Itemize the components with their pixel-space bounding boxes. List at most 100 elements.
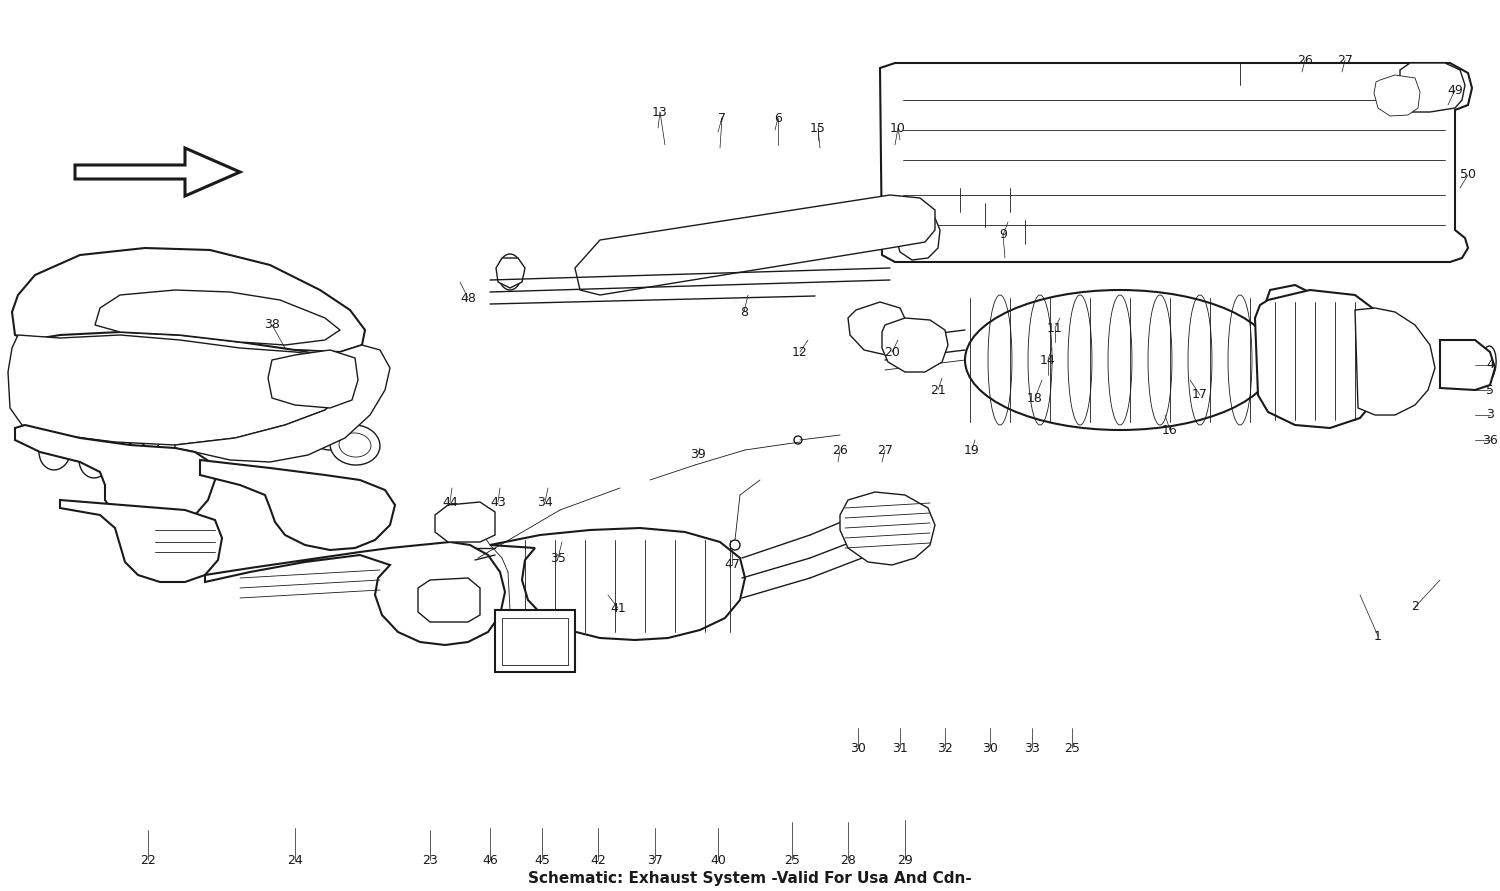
Polygon shape (495, 610, 574, 672)
Text: 23: 23 (422, 854, 438, 867)
Text: 18: 18 (1028, 391, 1042, 405)
Ellipse shape (132, 356, 188, 400)
Text: 39: 39 (690, 448, 706, 462)
Polygon shape (490, 528, 746, 640)
Ellipse shape (274, 400, 326, 440)
Text: 6: 6 (774, 111, 782, 125)
Ellipse shape (118, 442, 152, 482)
Text: 46: 46 (482, 854, 498, 867)
Text: 11: 11 (1047, 322, 1064, 334)
Ellipse shape (42, 366, 78, 394)
Text: 44: 44 (442, 495, 458, 509)
Text: 27: 27 (1336, 53, 1353, 67)
Polygon shape (847, 302, 908, 355)
Polygon shape (206, 542, 506, 645)
Ellipse shape (1480, 346, 1496, 382)
Ellipse shape (330, 425, 380, 465)
Ellipse shape (182, 358, 238, 402)
Polygon shape (503, 618, 568, 665)
Polygon shape (8, 335, 356, 445)
Text: 30: 30 (982, 741, 998, 755)
Text: 16: 16 (1162, 423, 1178, 437)
Text: 2: 2 (1412, 601, 1419, 614)
Polygon shape (896, 215, 940, 260)
Text: 40: 40 (710, 854, 726, 867)
Polygon shape (1264, 285, 1318, 408)
Polygon shape (1256, 290, 1378, 428)
Polygon shape (880, 63, 1472, 262)
Text: 25: 25 (784, 854, 800, 867)
Text: 50: 50 (1460, 168, 1476, 182)
Text: 38: 38 (264, 318, 280, 331)
Polygon shape (882, 318, 948, 372)
Polygon shape (496, 258, 525, 288)
Polygon shape (1374, 75, 1420, 116)
Text: 49: 49 (1448, 84, 1462, 96)
Polygon shape (15, 425, 214, 528)
Text: 26: 26 (1298, 53, 1312, 67)
Text: 8: 8 (740, 306, 748, 318)
Ellipse shape (498, 254, 522, 290)
Ellipse shape (32, 358, 88, 402)
Text: 34: 34 (537, 495, 554, 509)
Text: 36: 36 (1482, 434, 1498, 446)
Text: 29: 29 (897, 854, 914, 867)
Text: 37: 37 (646, 854, 663, 867)
Text: 27: 27 (878, 444, 892, 456)
Text: 12: 12 (792, 346, 808, 358)
Text: 31: 31 (892, 741, 908, 755)
Text: 26: 26 (833, 444, 848, 456)
Ellipse shape (236, 395, 285, 435)
Ellipse shape (80, 438, 111, 478)
Text: 13: 13 (652, 105, 668, 119)
Ellipse shape (39, 430, 70, 470)
Polygon shape (60, 500, 222, 582)
Text: 19: 19 (964, 444, 980, 456)
Text: 30: 30 (850, 741, 865, 755)
Ellipse shape (284, 408, 316, 432)
Polygon shape (75, 148, 240, 196)
Text: 33: 33 (1024, 741, 1039, 755)
Text: 17: 17 (1192, 388, 1208, 402)
Polygon shape (12, 248, 364, 352)
Polygon shape (1440, 340, 1496, 390)
Polygon shape (574, 195, 934, 295)
Polygon shape (435, 502, 495, 542)
Text: 3: 3 (1486, 408, 1494, 421)
Text: 24: 24 (286, 854, 303, 867)
Text: 47: 47 (724, 559, 740, 571)
Text: 4: 4 (1486, 358, 1494, 372)
Text: 41: 41 (610, 601, 626, 615)
Text: 42: 42 (590, 854, 606, 867)
Ellipse shape (142, 364, 178, 392)
Text: 35: 35 (550, 552, 566, 565)
Circle shape (1236, 86, 1244, 94)
Ellipse shape (964, 290, 1275, 430)
Text: 9: 9 (999, 228, 1006, 241)
Text: 5: 5 (1486, 383, 1494, 396)
Text: 14: 14 (1040, 354, 1056, 366)
Text: 21: 21 (930, 383, 946, 396)
Text: 20: 20 (884, 346, 900, 358)
Ellipse shape (339, 433, 370, 457)
Ellipse shape (154, 438, 186, 478)
Polygon shape (200, 460, 394, 550)
Text: 45: 45 (534, 854, 550, 867)
Polygon shape (268, 350, 358, 408)
Ellipse shape (82, 356, 138, 400)
Text: 10: 10 (890, 121, 906, 135)
Polygon shape (1354, 308, 1436, 415)
Polygon shape (94, 290, 340, 345)
Polygon shape (840, 492, 934, 565)
Text: 32: 32 (938, 741, 952, 755)
Polygon shape (419, 578, 480, 622)
Ellipse shape (314, 418, 346, 442)
Text: 48: 48 (460, 291, 476, 305)
Ellipse shape (244, 403, 276, 427)
Polygon shape (176, 345, 390, 462)
Text: 22: 22 (140, 854, 156, 867)
Text: 15: 15 (810, 121, 826, 135)
Text: Schematic: Exhaust System -Valid For Usa And Cdn-: Schematic: Exhaust System -Valid For Usa… (528, 871, 972, 886)
Text: 7: 7 (718, 111, 726, 125)
Ellipse shape (192, 366, 228, 394)
